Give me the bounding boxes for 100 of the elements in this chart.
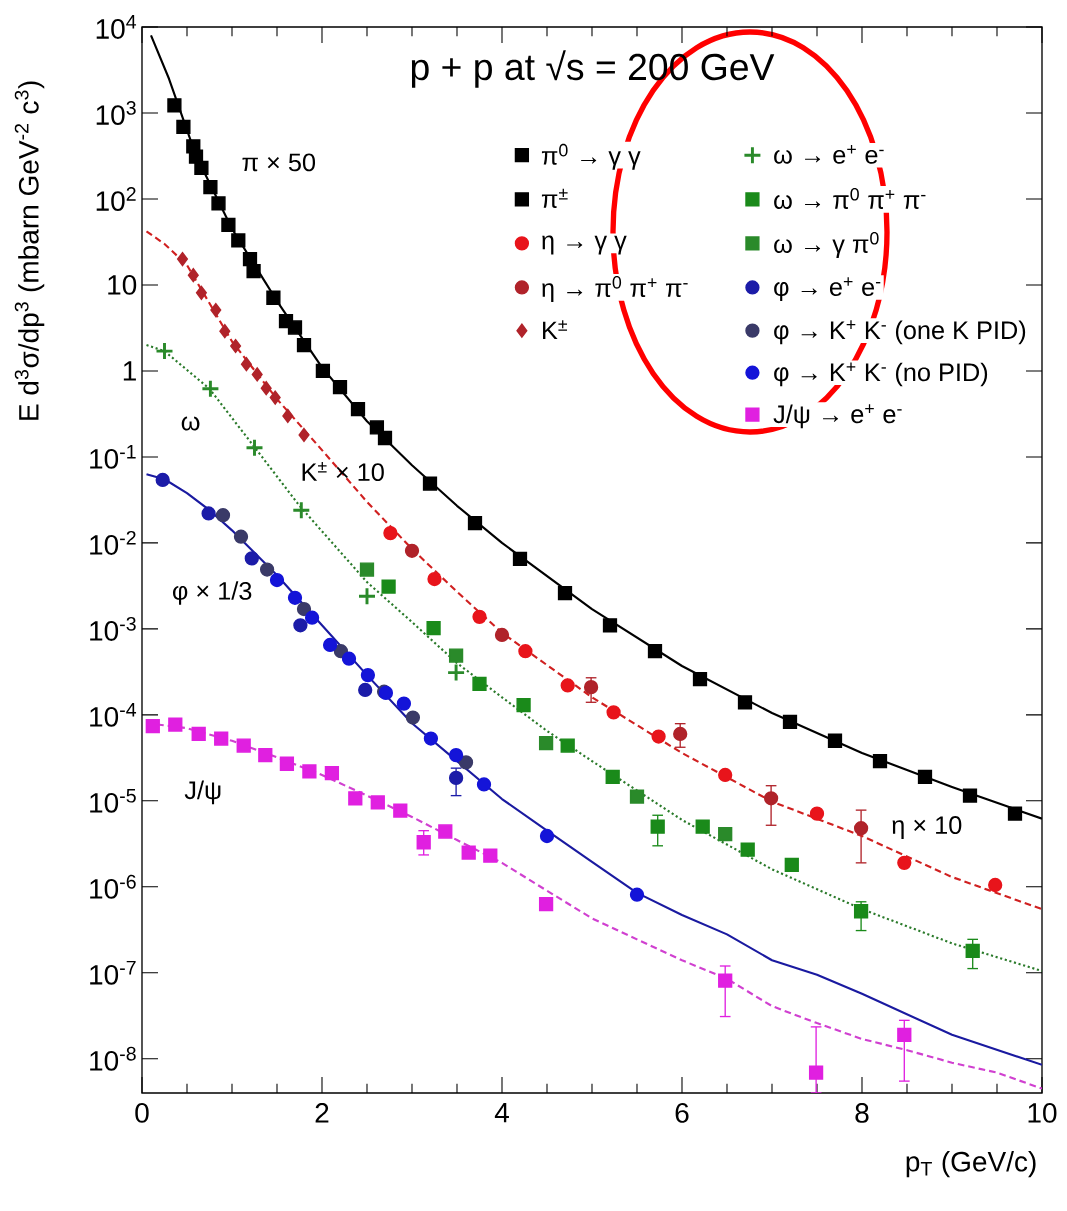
point (472, 609, 487, 624)
point (737, 695, 753, 710)
point (298, 427, 310, 443)
point (784, 857, 799, 873)
point (405, 710, 421, 725)
line-series (145, 230, 1042, 911)
point (809, 806, 825, 821)
point (423, 731, 439, 746)
y-tick-label: 10 (108, 275, 137, 295)
y-tick-label: 10$^{2}$ (96, 186, 136, 211)
point (740, 842, 755, 857)
point (427, 571, 442, 587)
y-tick-label: 10$^{-6}$ (90, 874, 136, 899)
point (187, 268, 199, 283)
y-tick-label: 10$^{-2}$ (90, 530, 136, 555)
point (718, 767, 733, 783)
point (145, 718, 160, 734)
point (231, 233, 246, 248)
point (605, 769, 620, 785)
point (315, 363, 331, 379)
point (186, 139, 201, 154)
point (396, 696, 412, 711)
point (167, 98, 182, 113)
point (1007, 806, 1023, 821)
annotation: η × 10 (892, 816, 962, 840)
point (917, 769, 933, 785)
point (258, 748, 273, 763)
legend-label: φ → K$^{+}$ K$^{-}$ (one K PID) (774, 320, 1026, 345)
point (219, 324, 231, 339)
point (560, 738, 575, 753)
point (448, 748, 464, 763)
point (359, 562, 375, 577)
point (422, 476, 438, 491)
point (426, 621, 441, 636)
legend-label: φ → e$^{+}$ e$^{-}$ (774, 277, 881, 302)
legend-label: ω → γ π$^{0}$ (774, 232, 879, 259)
annotation: π × 50 (242, 153, 316, 172)
point (168, 717, 183, 732)
point (360, 667, 376, 683)
point (602, 618, 618, 633)
point (763, 791, 779, 806)
point (647, 644, 663, 659)
point (278, 313, 294, 329)
y-tick-label: 10$^{-7}$ (90, 960, 136, 985)
legend-label: ω → π$^{0}$ π$^{+}$ π$^{-}$ (774, 187, 926, 209)
point (606, 705, 621, 720)
point (438, 824, 453, 839)
point (293, 618, 308, 633)
point (324, 766, 340, 781)
point (393, 803, 408, 818)
point (348, 791, 363, 806)
point (302, 764, 317, 779)
point (416, 835, 431, 850)
point (467, 515, 483, 531)
point (260, 381, 272, 396)
point (370, 795, 385, 810)
x-tick-label: 8 (855, 1103, 869, 1123)
point (304, 610, 320, 625)
y-tick-label: 10$^{-8}$ (90, 1046, 136, 1071)
point (518, 644, 533, 659)
legend-label: ω → e$^{+}$ e$^{-}$ (774, 144, 884, 164)
point (266, 290, 281, 305)
annotation: K$^{±}$ × 10 (302, 461, 384, 482)
legend-label: J/ψ → e$^{+}$ e$^{-}$ (773, 404, 902, 429)
point (211, 196, 226, 211)
point (383, 525, 398, 541)
point (296, 601, 312, 617)
point (650, 819, 665, 834)
point (259, 562, 275, 577)
legend-label: K$^{±}$ (543, 320, 568, 340)
point (191, 726, 206, 742)
x-tick-label: 4 (494, 1103, 509, 1123)
legend-label: η → π$^{0}$ π$^{+}$ π$^{-}$ (542, 276, 688, 303)
point (244, 551, 259, 566)
x-tick-label: 0 (135, 1103, 149, 1123)
y-tick-label: 10$^{-3}$ (90, 616, 136, 641)
point (282, 408, 294, 424)
line-series (145, 343, 1042, 973)
point (203, 180, 218, 195)
point (461, 845, 476, 860)
point (512, 551, 528, 567)
y-tick-label: 10$^{4}$ (96, 15, 137, 39)
point (215, 508, 231, 523)
point (358, 682, 373, 698)
point (269, 572, 285, 588)
point (718, 973, 733, 988)
point (322, 637, 338, 653)
legend-label: η → γ γ (542, 235, 627, 255)
point (853, 821, 869, 836)
point (472, 676, 487, 691)
point (214, 731, 229, 746)
point (538, 735, 554, 751)
point (827, 733, 843, 748)
point (962, 788, 978, 803)
point (155, 472, 170, 488)
point (483, 848, 498, 863)
point (557, 586, 573, 601)
point (176, 119, 191, 134)
x-tick-label: 10 (1028, 1103, 1057, 1123)
point (897, 1027, 912, 1042)
